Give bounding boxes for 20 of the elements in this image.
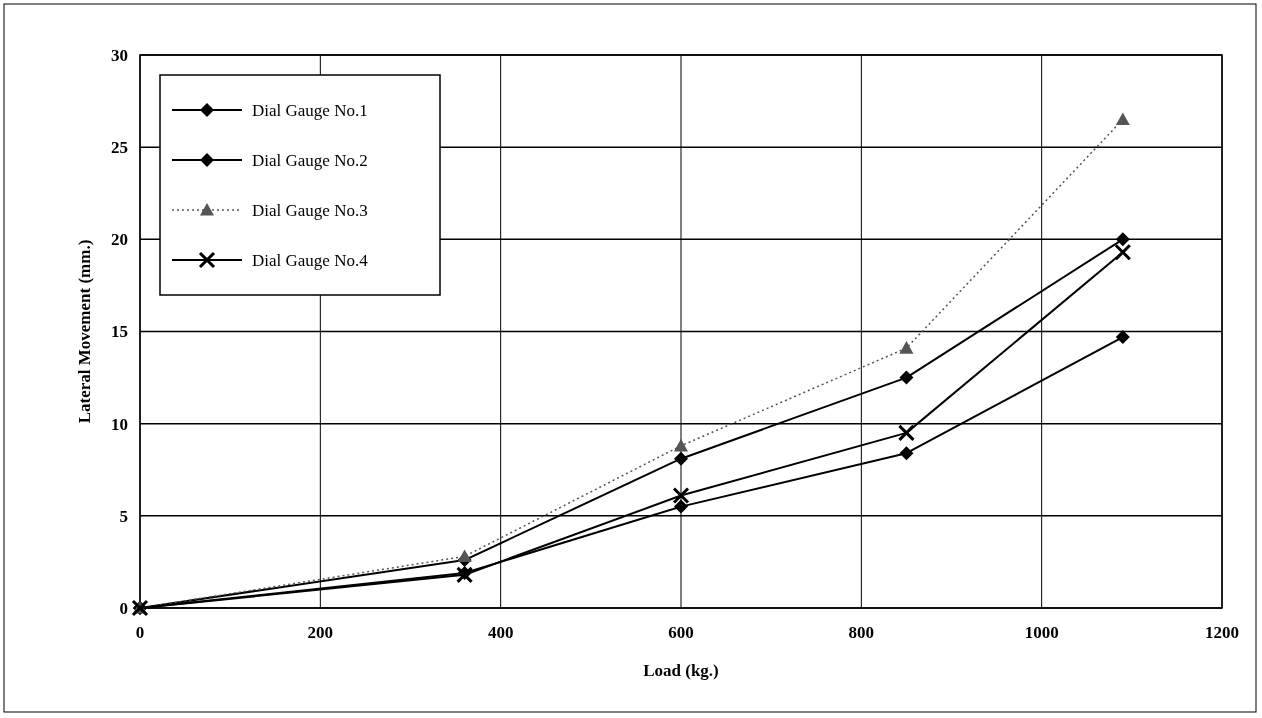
y-tick-label: 25 xyxy=(111,138,128,158)
x-tick-label: 0 xyxy=(135,623,145,642)
x-tick-label: 800 xyxy=(848,623,875,642)
x-tick-label: 600 xyxy=(668,623,694,642)
x-axis-title: Load (kg.) xyxy=(643,661,719,680)
y-tick-label: 10 xyxy=(111,414,128,434)
x-tick-label: 400 xyxy=(487,623,514,642)
y-axis-title: Lateral Movement (mm.) xyxy=(75,239,94,424)
y-tick-label: 5 xyxy=(119,506,128,526)
x-tick-label: 1000 xyxy=(1024,623,1059,642)
y-tick-label: 15 xyxy=(111,322,128,342)
legend-label: Dial Gauge No.3 xyxy=(252,200,368,220)
legend-label: Dial Gauge No.2 xyxy=(252,150,368,170)
x-tick-label: 1200 xyxy=(1205,623,1239,642)
x-tick-label: 200 xyxy=(307,623,334,642)
legend-label: Dial Gauge No.4 xyxy=(252,250,369,270)
y-tick-label: 0 xyxy=(119,598,128,618)
y-tick-label: 30 xyxy=(111,45,128,65)
y-tick-label: 20 xyxy=(111,230,128,250)
legend-label: Dial Gauge No.1 xyxy=(252,100,368,120)
